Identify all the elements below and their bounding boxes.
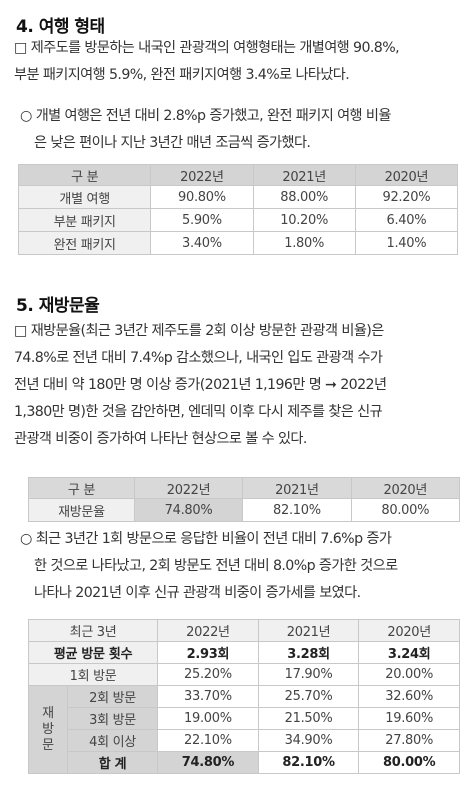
- section5-paragraph2: ○ 최근 3년간 1회 방문으로 응답한 비율이 전년 대비 7.6%p 증가 …: [20, 526, 466, 607]
- table-cell: 92.20%: [354, 185, 459, 209]
- text-line: 한 것으로 나타났고, 2회 방문도 전년 대비 8.0%p 증가한 것으로: [34, 558, 398, 574]
- table-total-row: 합 계 74.80% 82.10% 80.00%: [29, 751, 460, 774]
- column-header: 구 분: [17, 164, 152, 186]
- table-row: 개별 여행 90.80% 88.00% 92.20%: [17, 185, 459, 209]
- table-cell: 19.60%: [358, 707, 460, 730]
- table-header-row: 구 분 2022년 2021년 2020년: [17, 164, 459, 186]
- section4-title: 4. 여행 형태: [16, 17, 105, 37]
- table-row: 완전 패키지 3.40% 1.80% 1.40%: [17, 231, 459, 255]
- text-line: ○ 최근 3년간 1회 방문으로 응답한 비율이 전년 대비 7.6%p 증가: [20, 531, 392, 547]
- row-label: 1회 방문: [27, 663, 159, 686]
- row-label: 4회 이상: [66, 729, 159, 752]
- table-row: 평균 방문 횟수 2.93회 3.28회 3.24회: [27, 641, 460, 664]
- column-header: 2022년: [133, 477, 244, 499]
- text-line: 74.8%로 전년 대비 7.4%p 감소했으나, 내국인 입도 관광객 수가: [14, 350, 383, 366]
- text-line: □ 제주도를 방문하는 내국인 관광객의 여행형태는 개별여행 90.8%,: [14, 40, 400, 56]
- table-cell: 34.90%: [257, 729, 360, 752]
- table-cell: 33.70%: [157, 685, 259, 708]
- table-row: 1회 방문 25.20% 17.90% 20.00%: [27, 663, 460, 686]
- table-cell: 32.60%: [358, 685, 460, 708]
- table-row: 재방문율 74.80% 82.10% 80.00%: [28, 498, 461, 522]
- text-line: 은 낮은 편이나 지난 3년간 매년 조금씩 증가했다.: [34, 135, 311, 151]
- text-line: 1,380만 명)한 것을 감안하면, 엔데믹 이후 다시 제주를 찾은 신규: [14, 404, 383, 420]
- table-cell: 88.00%: [252, 185, 356, 209]
- table-cell: 82.10%: [242, 498, 352, 522]
- table-cell: 27.80%: [358, 729, 460, 752]
- table-cell: 25.20%: [157, 663, 259, 686]
- group-label-char: 재: [42, 705, 54, 721]
- group-label-char: 문: [42, 737, 54, 753]
- table-row: 부분 패키지 5.90% 10.20% 6.40%: [17, 208, 459, 232]
- column-header: 2020년: [350, 477, 461, 499]
- row-label: 2회 방문: [66, 685, 159, 708]
- table-cell: 1.40%: [354, 231, 459, 255]
- table-cell: 74.80%: [133, 498, 244, 522]
- visit-count-table: 최근 3년 2022년 2021년 2020년 평균 방문 횟수 2.93회 3…: [27, 619, 460, 774]
- table-cell: 3.28회: [257, 641, 360, 664]
- table-row: 재 방 문 2회 방문 33.70% 25.70% 32.60%: [28, 685, 460, 774]
- row-label: 개별 여행: [17, 185, 152, 209]
- table-cell: 20.00%: [358, 663, 460, 686]
- table-row: 4회 이상 22.10% 34.90% 27.80%: [29, 729, 460, 752]
- section4-paragraph1: □ 제주도를 방문하는 내국인 관광객의 여행형태는 개별여행 90.8%, 부…: [14, 35, 460, 89]
- table-cell: 22.10%: [157, 729, 259, 752]
- table-cell: 10.20%: [252, 208, 356, 232]
- column-header: 2022년: [150, 164, 254, 186]
- table-cell: 80.00%: [358, 751, 460, 774]
- table-cell: 74.80%: [157, 751, 259, 774]
- column-header: 2021년: [252, 164, 356, 186]
- column-header: 2021년: [257, 619, 360, 642]
- column-header: 최근 3년: [27, 619, 159, 642]
- section4-paragraph2: ○ 개별 여행은 전년 대비 2.8%p 증가했고, 완전 패키지 여행 비율 …: [20, 103, 466, 157]
- row-label: 3회 방문: [66, 707, 159, 730]
- text-line: 나타나 2021년 이후 신규 관광객 비중이 증가세를 보였다.: [34, 585, 361, 601]
- text-line: 관광객 비중이 증가하여 나타난 현상으로 볼 수 있다.: [14, 431, 307, 447]
- column-header: 구 분: [28, 477, 135, 499]
- table-row: 3회 방문 19.00% 21.50% 19.60%: [29, 707, 460, 730]
- text-line: ○ 개별 여행은 전년 대비 2.8%p 증가했고, 완전 패키지 여행 비율: [20, 108, 391, 124]
- table-cell: 6.40%: [354, 208, 459, 232]
- column-header: 2021년: [242, 477, 352, 499]
- row-label: 부분 패키지: [17, 208, 152, 232]
- table-cell: 19.00%: [157, 707, 259, 730]
- text-line: 부분 패키지여행 5.9%, 완전 패키지여행 3.4%로 나타났다.: [14, 67, 350, 83]
- row-label: 평균 방문 횟수: [27, 641, 159, 664]
- table-cell: 25.70%: [257, 685, 360, 708]
- revisit-rate-table: 구 분 2022년 2021년 2020년 재방문율 74.80% 82.10%…: [28, 477, 461, 522]
- row-label: 완전 패키지: [17, 231, 152, 255]
- text-line: 전년 대비 약 180만 명 이상 증가(2021년 1,196만 명 ➞ 20…: [14, 377, 387, 393]
- table-cell: 90.80%: [150, 185, 254, 209]
- text-line: □ 재방문율(최근 3년간 제주도를 2회 이상 방문한 관광객 비율)은: [14, 323, 384, 339]
- travel-type-table: 구 분 2022년 2021년 2020년 개별 여행 90.80% 88.00…: [17, 164, 459, 255]
- row-label: 재방문율: [28, 498, 135, 522]
- section5-paragraph1: □ 재방문율(최근 3년간 제주도를 2회 이상 방문한 관광객 비율)은 74…: [14, 318, 460, 453]
- table-header-row: 최근 3년 2022년 2021년 2020년: [27, 619, 460, 642]
- section5-title: 5. 재방문율: [16, 296, 100, 316]
- table-cell: 17.90%: [257, 663, 360, 686]
- table-cell: 3.24회: [358, 641, 460, 664]
- table-cell: 1.80%: [252, 231, 356, 255]
- revisit-group-label: 재 방 문: [28, 685, 68, 774]
- table-cell: 2.93회: [157, 641, 259, 664]
- column-header: 2020년: [354, 164, 459, 186]
- column-header: 2022년: [157, 619, 259, 642]
- table-cell: 21.50%: [257, 707, 360, 730]
- table-cell: 5.90%: [150, 208, 254, 232]
- row-label: 합 계: [66, 751, 159, 774]
- table-cell: 3.40%: [150, 231, 254, 255]
- table-cell: 80.00%: [350, 498, 461, 522]
- column-header: 2020년: [358, 619, 460, 642]
- table-cell: 82.10%: [257, 751, 360, 774]
- group-label-char: 방: [42, 721, 54, 737]
- table-header-row: 구 분 2022년 2021년 2020년: [28, 477, 461, 499]
